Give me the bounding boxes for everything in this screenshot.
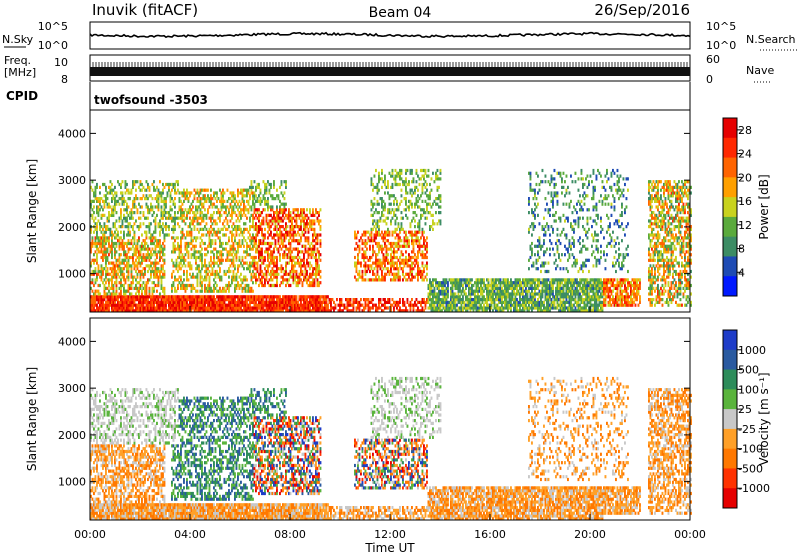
power-colorbar-segment	[723, 118, 737, 139]
freq-label-line2: [MHz]	[4, 66, 36, 79]
velocity-colorbar-segment	[723, 389, 737, 410]
power-colorbar-tick: 16	[738, 195, 752, 208]
freq-tick-top: 10	[54, 56, 68, 69]
velocity-colorbar: 1000 500 100 25 -25 -100 -500 -1000 Velocity [m…	[722, 329, 771, 509]
freq-label-line1: Freq.	[4, 54, 31, 67]
power-colorbar-tick: 12	[738, 219, 752, 232]
x-tick-label: 04:00	[174, 528, 206, 541]
nave-tick-bottom: 0	[706, 73, 713, 86]
nsky-tick-top: 10^5	[38, 20, 68, 33]
x-tick-label: 16:00	[474, 528, 506, 541]
y-tick-label: 3000	[58, 382, 86, 395]
y-tick-label: 3000	[58, 174, 86, 187]
nsky-strip: 10^5 10^0 N.Sky 10^5 10^0 N.Search	[2, 20, 797, 52]
x-tick-label: 00:00	[74, 528, 106, 541]
power-colorbar-segment	[723, 197, 737, 218]
y-tick-label: 1000	[58, 476, 86, 489]
power-heatmap	[90, 168, 692, 313]
power-colorbar-segment	[723, 216, 737, 238]
power-colorbar-segment	[723, 276, 737, 297]
nsky-tick-bottom: 10^0	[38, 39, 68, 52]
power-colorbar-tick: 20	[738, 171, 752, 184]
velocity-colorbar-label: Velocity [m s⁻¹]	[757, 372, 771, 465]
velocity-colorbar-tick: 100	[738, 383, 759, 396]
velocity-colorbar-segment	[723, 428, 737, 450]
velocity-heatmap	[90, 376, 692, 521]
power-colorbar-label: Power [dB]	[757, 174, 771, 239]
x-axis-label: Time UT	[364, 541, 415, 554]
nave-label: Nave	[746, 64, 774, 77]
cpid-label: CPID	[6, 89, 38, 103]
y-tick-label: 2000	[58, 221, 86, 234]
velocity-colorbar-tick: -500	[738, 462, 763, 475]
freq-tick-bottom: 8	[61, 73, 68, 86]
y-tick-label: 1000	[58, 268, 86, 281]
x-tick-label: 00:00	[674, 528, 706, 541]
power-colorbar-tick: 28	[738, 124, 752, 137]
power-colorbar: 4 8 12 16 20 24 28 Power [dB]	[722, 117, 771, 297]
nave-tick-top: 60	[706, 53, 720, 66]
y-tick-label: 4000	[58, 127, 86, 140]
date-title: 26/Sep/2016	[594, 1, 690, 19]
freq-strip: Freq. [MHz] 10 8 60 0 Nave	[4, 53, 774, 86]
velocity-colorbar-tick: 1000	[738, 344, 766, 357]
nsky-label: N.Sky	[2, 33, 34, 46]
velocity-colorbar-segment	[723, 349, 737, 371]
power-colorbar-tick: 24	[738, 148, 752, 161]
velocity-colorbar-segment	[723, 488, 737, 509]
velocity-colorbar-segment	[723, 409, 737, 430]
nsearch-label: N.Search	[746, 33, 796, 46]
power-colorbar-tick: 8	[738, 243, 745, 256]
beam-title: Beam 04	[369, 5, 432, 21]
nsearch-tick-top: 10^5	[706, 20, 736, 33]
power-colorbar-segment	[723, 177, 737, 198]
velocity-colorbar-tick: -100	[738, 443, 763, 456]
velocity-colorbar-tick: 25	[738, 403, 752, 416]
nsearch-tick-bottom: 10^0	[706, 39, 736, 52]
velocity-colorbar-tick: 500	[738, 364, 759, 377]
x-tick-label: 08:00	[274, 528, 306, 541]
velocity-panel: 1000 2000 3000 4000 00:00 04:00 08:00 12:00 16:…	[25, 306, 706, 554]
power-colorbar-segment	[723, 157, 737, 178]
power-colorbar-segment	[723, 137, 737, 159]
velocity-colorbar-segment	[723, 369, 737, 390]
velocity-colorbar-segment	[723, 468, 737, 489]
cpid-value: twofsound -3503	[94, 93, 208, 107]
power-colorbar-tick: 4	[738, 266, 745, 279]
station-title: Inuvik (fitACF)	[92, 1, 198, 19]
velocity-colorbar-tick: -1000	[738, 482, 770, 495]
velocity-colorbar-segment	[723, 448, 737, 469]
velocity-ylabel: Slant Range [km]	[25, 367, 39, 471]
power-colorbar-segment	[723, 256, 737, 277]
x-tick-label: 20:00	[574, 528, 606, 541]
velocity-colorbar-segment	[723, 330, 737, 351]
power-panel: 1000 2000 3000 4000 Slant Range [km]	[25, 109, 692, 313]
y-tick-label: 4000	[58, 335, 86, 348]
nsky-series	[89, 31, 691, 39]
velocity-colorbar-tick: -25	[738, 423, 756, 436]
power-colorbar-segment	[723, 236, 737, 257]
power-ylabel: Slant Range [km]	[25, 159, 39, 263]
x-tick-label: 12:00	[374, 528, 406, 541]
y-tick-label: 2000	[58, 429, 86, 442]
